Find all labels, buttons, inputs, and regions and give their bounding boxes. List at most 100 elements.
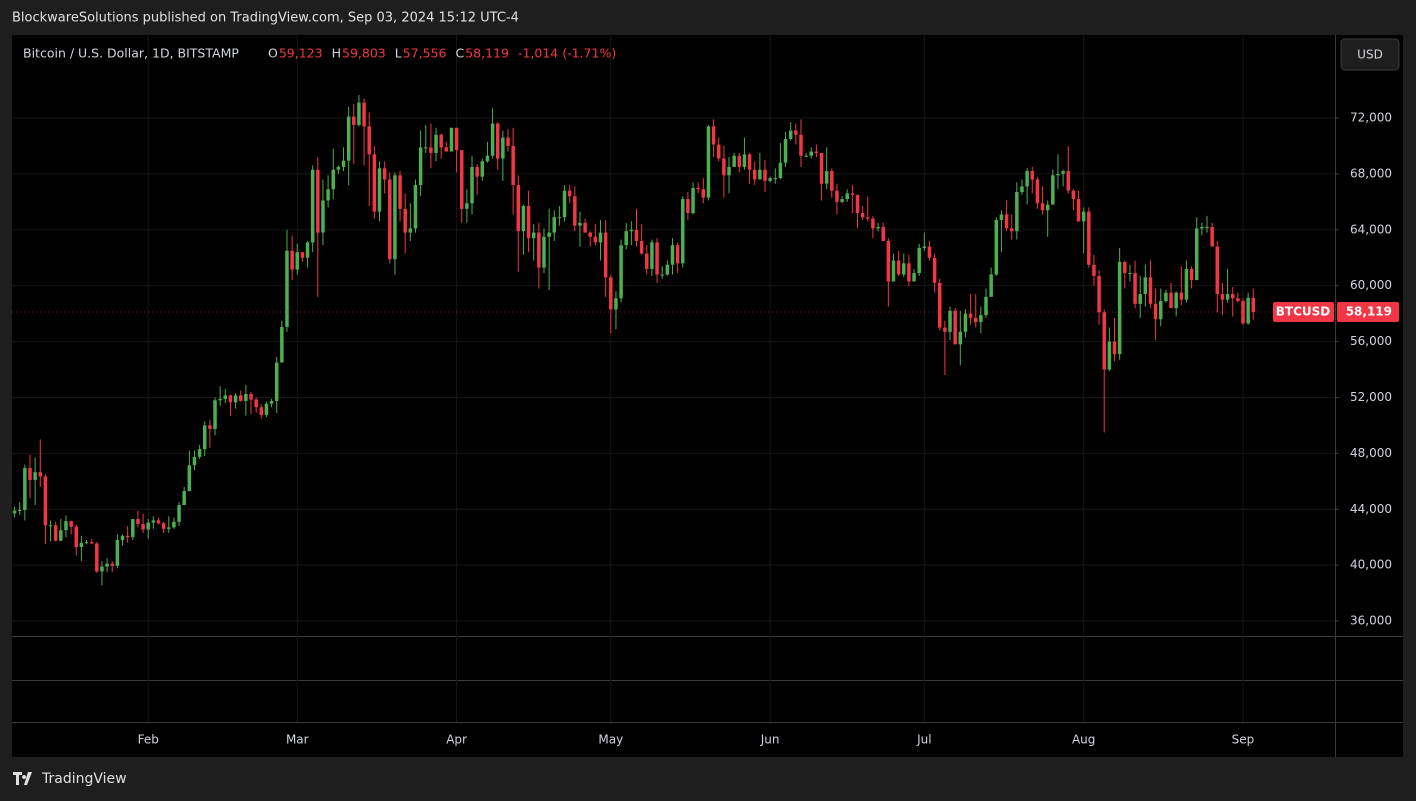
ohlc-value: 59,123 — [279, 46, 323, 61]
candle-body — [372, 154, 377, 212]
candle-body — [1087, 211, 1091, 265]
candle-body — [506, 137, 510, 146]
y-tick-label: 60,000 — [1350, 278, 1392, 292]
candle-body — [783, 138, 788, 163]
candle-body — [480, 161, 485, 177]
candle-body — [413, 185, 418, 229]
candle-body — [968, 313, 973, 318]
candle-body — [1030, 171, 1035, 180]
candle-body — [1128, 273, 1132, 275]
candle-body — [418, 147, 423, 186]
candle-body — [316, 169, 320, 233]
candle-body — [228, 395, 233, 403]
candle-body — [788, 130, 793, 139]
candle-body — [948, 310, 952, 332]
candle-body — [408, 228, 413, 233]
candles — [12, 94, 1335, 586]
candle-body — [89, 542, 94, 544]
candle-body — [1174, 292, 1178, 309]
candle-body — [495, 123, 500, 159]
brand-logo — [13, 772, 32, 785]
candle-body — [362, 102, 366, 127]
currency-label[interactable]: USD — [1357, 48, 1383, 62]
ohlc-value: 57,556 — [403, 46, 447, 61]
candle-body — [891, 260, 896, 282]
candle-body — [223, 395, 228, 399]
candle-body — [860, 213, 865, 218]
currency-button[interactable] — [1340, 38, 1400, 71]
candle-body — [449, 127, 454, 152]
candle-body — [346, 116, 351, 161]
x-tick-label: Sep — [1232, 733, 1255, 747]
candle-body — [588, 232, 592, 237]
candle-body — [619, 245, 623, 299]
candle-body — [475, 166, 479, 177]
candle-body — [1025, 171, 1029, 187]
candle-body — [562, 190, 567, 218]
candle-body — [218, 398, 222, 401]
candle-body — [465, 203, 469, 209]
candle-body — [747, 154, 752, 170]
x-tick-label: Feb — [138, 733, 159, 747]
candle-body — [269, 400, 274, 404]
candle-body — [1133, 273, 1137, 304]
y-tick-label: 72,000 — [1350, 111, 1392, 125]
candle-body — [1015, 192, 1019, 232]
candle-body — [768, 178, 772, 181]
candle-body — [1081, 211, 1086, 222]
candle-body — [752, 169, 757, 180]
candle-body — [23, 468, 27, 510]
candle-body — [1045, 204, 1050, 211]
candle-body — [1189, 268, 1194, 281]
x-tick-label: Jun — [760, 733, 780, 747]
candle-body — [285, 250, 289, 327]
candle-body — [1117, 261, 1122, 355]
candle-body — [902, 263, 906, 275]
ohlc-key: C — [455, 46, 464, 61]
candle-body — [963, 313, 968, 332]
candle-body — [855, 194, 860, 214]
y-tick-label: 56,000 — [1350, 334, 1392, 348]
candle-body — [321, 200, 325, 233]
candle-body — [547, 232, 551, 237]
candle-body — [305, 242, 310, 258]
x-tick-label: Aug — [1072, 733, 1095, 747]
y-tick-label: 68,000 — [1350, 166, 1392, 180]
candle-body — [896, 260, 901, 275]
candle-body — [1040, 203, 1045, 211]
candle-body — [388, 179, 392, 260]
candle-body — [650, 242, 654, 269]
candle-body — [742, 154, 747, 167]
candle-body — [1123, 261, 1127, 274]
candle-body — [177, 505, 181, 522]
candle-body — [1179, 292, 1184, 300]
candle-body — [1051, 175, 1055, 205]
candle-body — [1035, 179, 1040, 204]
candle-body — [172, 521, 176, 528]
candle-body — [141, 523, 145, 530]
candle-body — [1138, 294, 1142, 304]
candle-body — [989, 274, 993, 297]
candle-body — [259, 407, 264, 415]
candle-body — [639, 240, 644, 254]
candle-body — [984, 296, 988, 316]
candle-body — [1148, 277, 1153, 304]
candle-body — [542, 236, 546, 268]
candle-body — [146, 522, 150, 530]
candle-body — [763, 169, 767, 181]
candle-body — [69, 521, 73, 527]
candle-body — [716, 144, 721, 159]
candle-body — [444, 147, 449, 152]
y-tick-label: 48,000 — [1350, 446, 1392, 460]
publisher-line: BlockwareSolutions published on TradingV… — [12, 11, 519, 26]
candle-body — [1194, 228, 1199, 281]
candle-body — [377, 168, 382, 212]
candle-body — [161, 523, 166, 529]
candle-body — [295, 252, 300, 270]
grid — [12, 35, 1335, 722]
candle-body — [603, 232, 608, 278]
candle-body — [238, 395, 243, 401]
candle-body — [1009, 228, 1014, 232]
candle-body — [300, 252, 305, 258]
candle-body — [609, 277, 613, 310]
